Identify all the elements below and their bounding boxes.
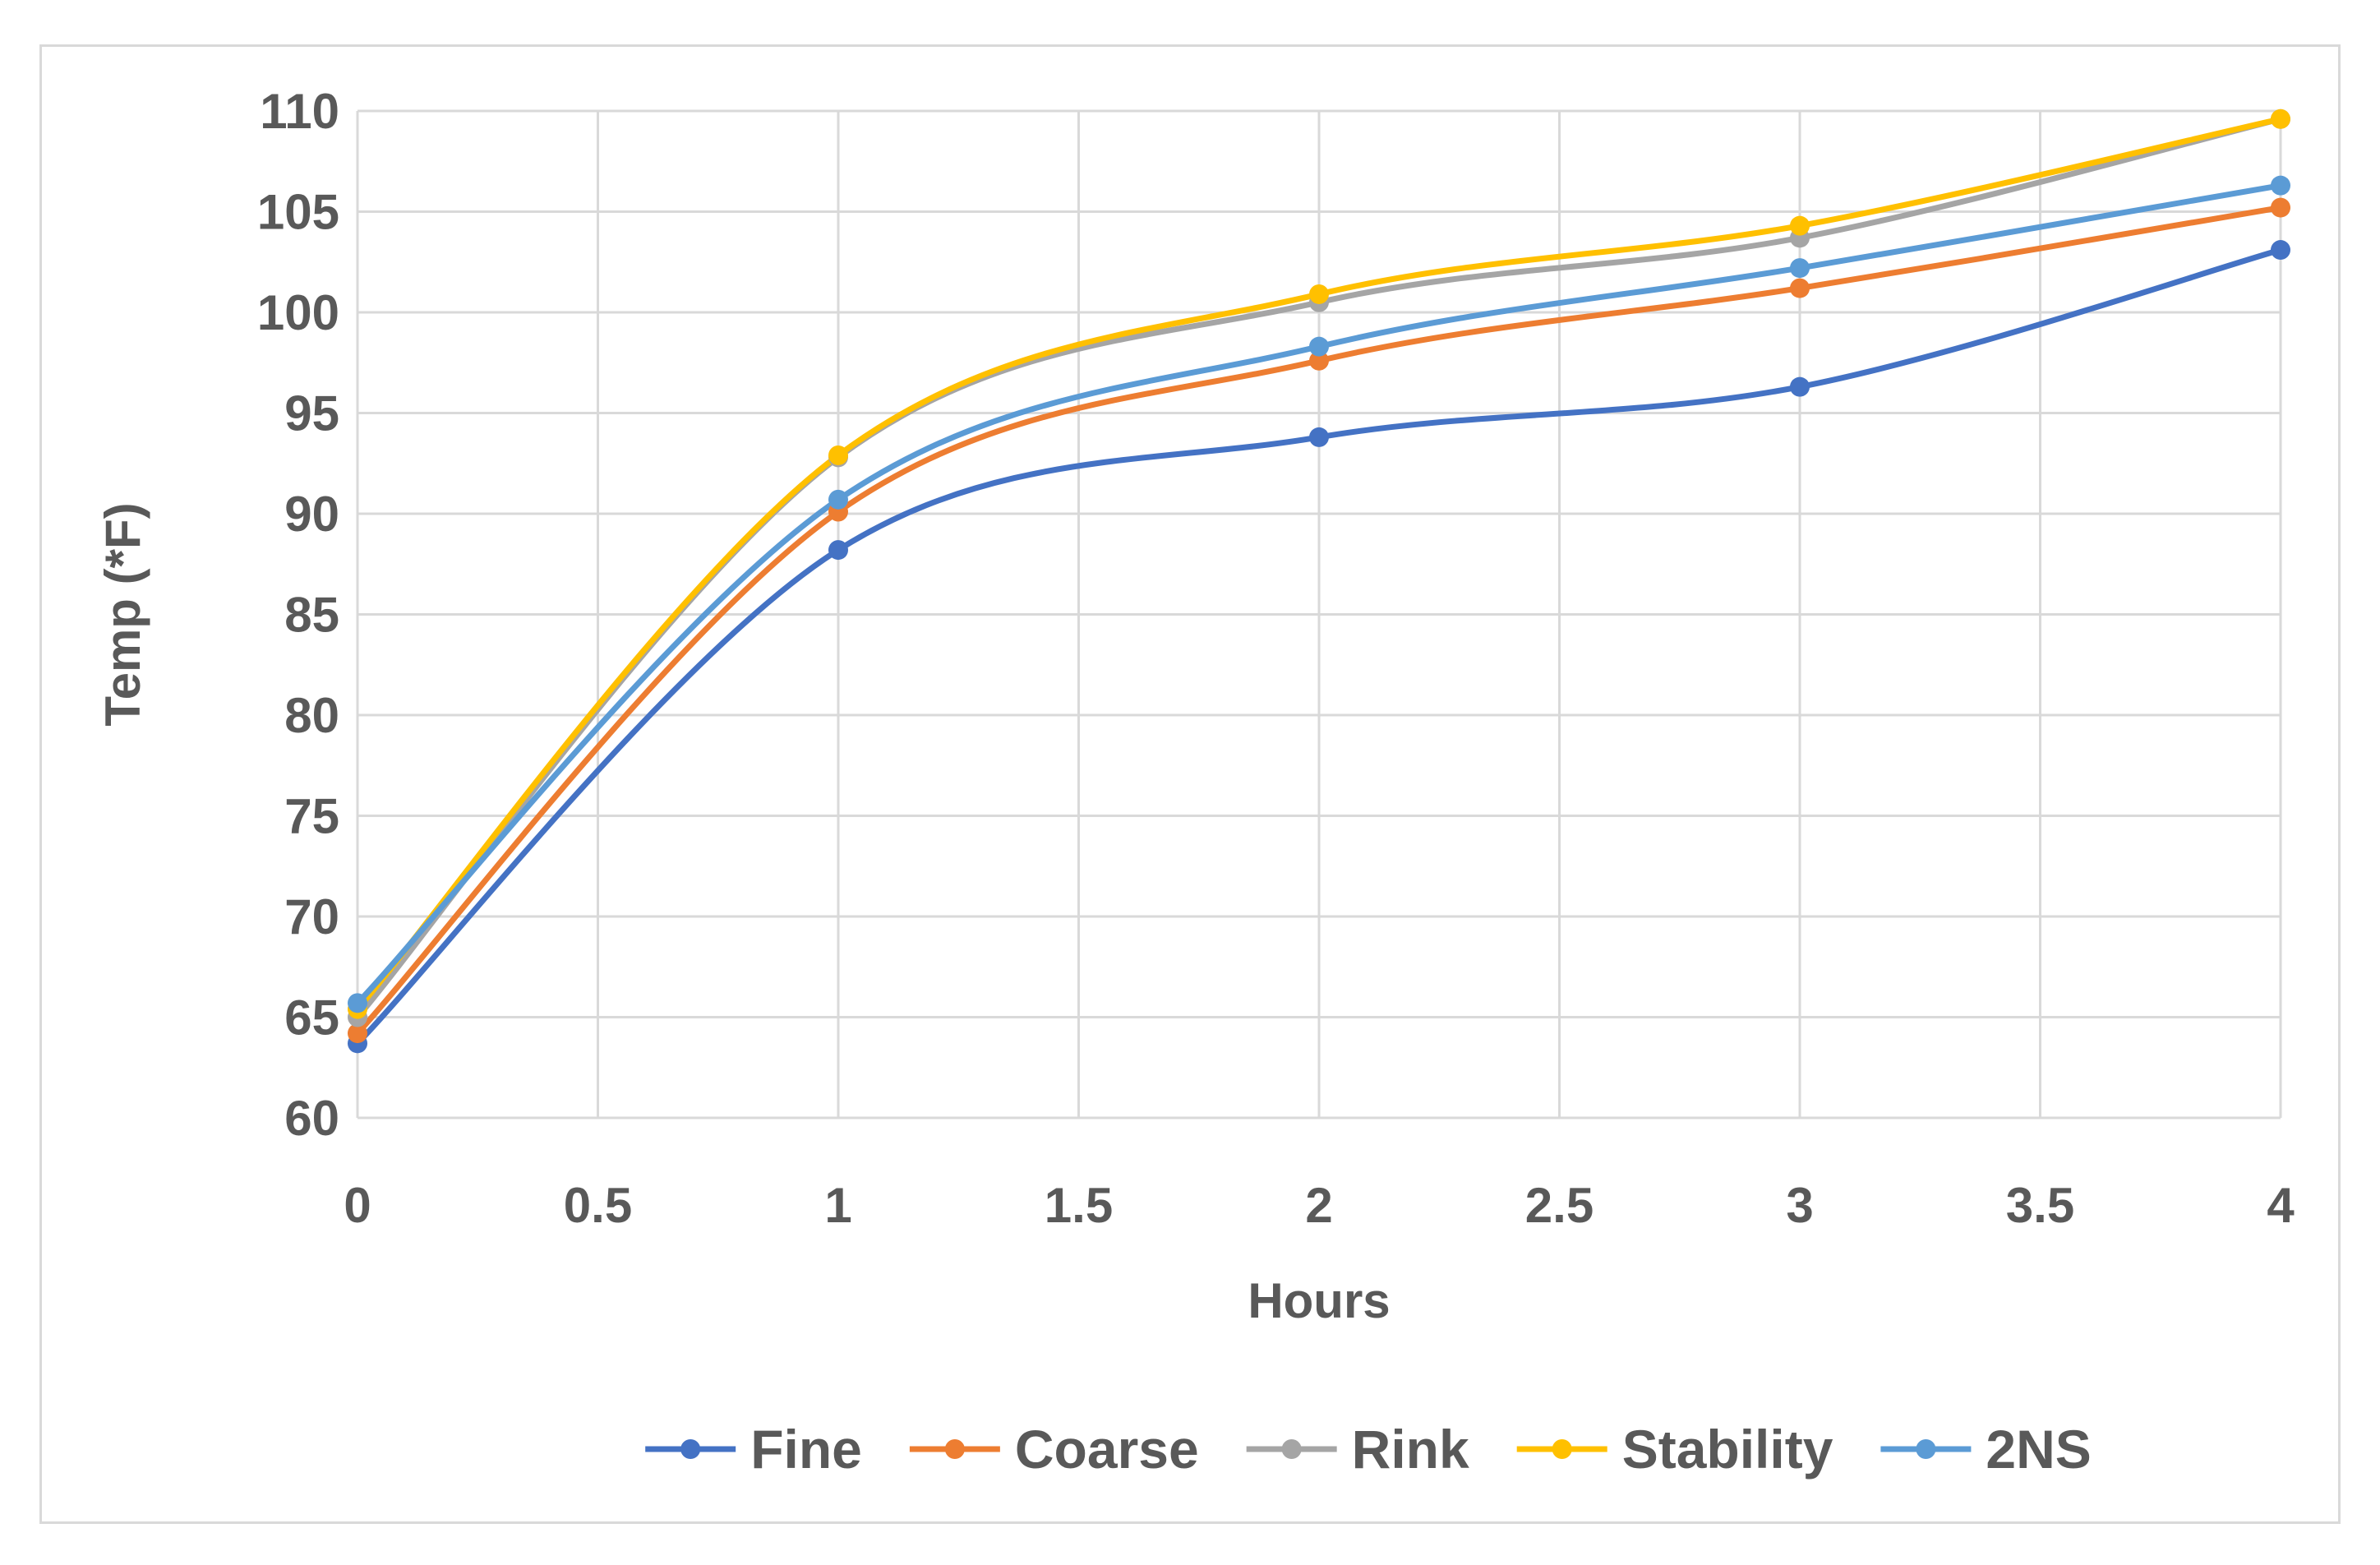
x-tick-label: 0	[344, 1178, 371, 1233]
y-tick-label: 85	[284, 588, 339, 643]
data-point-coarse	[2271, 197, 2290, 218]
legend-item-2ns: 2NS	[1880, 1419, 2092, 1480]
data-point-stability	[828, 445, 848, 465]
series-line-fine	[354, 247, 2284, 1046]
legend-label: Fine	[750, 1419, 862, 1480]
y-tick-label: 70	[284, 889, 339, 944]
data-point-stability	[2271, 108, 2290, 129]
legend-item-rink: Rink	[1246, 1419, 1469, 1480]
x-tick-label: 2.5	[1525, 1178, 1594, 1233]
data-point-2ns	[1309, 336, 1329, 357]
data-point-2ns	[1790, 258, 1810, 279]
data-point-fine	[1790, 376, 1810, 397]
data-point-2ns	[2271, 175, 2290, 196]
data-point-stability	[1790, 215, 1810, 236]
data-point-stability	[1309, 284, 1329, 304]
chart-frame	[39, 44, 2341, 1524]
series-lines	[354, 116, 2284, 1046]
data-point-coarse	[1790, 278, 1810, 298]
x-tick-label: 0.5	[564, 1178, 632, 1233]
data-point-coarse	[348, 1023, 367, 1044]
legend-label: Rink	[1352, 1419, 1469, 1480]
x-axis-title: Hours	[1248, 1273, 1390, 1328]
legend-marker-dot	[944, 1439, 965, 1459]
y-tick-label: 100	[257, 285, 339, 340]
legend-item-stability: Stability	[1516, 1419, 1833, 1480]
data-point-2ns	[828, 489, 848, 510]
series-line-2ns	[354, 182, 2284, 1006]
x-tick-label: 1.5	[1045, 1178, 1113, 1233]
legend-label: 2NS	[1986, 1419, 2091, 1480]
tick-labels: 60 65 70 75 80 85 90 95 100 105 110 0 0.5 1 1.5 2 2.5 3 3.…	[257, 84, 2295, 1233]
series-line-coarse	[354, 205, 2284, 1036]
y-tick-label: 65	[284, 990, 339, 1046]
y-tick-label: 105	[257, 185, 339, 240]
legend-item-coarse: Coarse	[909, 1419, 1199, 1480]
data-point-fine	[828, 540, 848, 561]
data-point-coarse	[1309, 350, 1329, 371]
x-tick-label: 3	[1786, 1178, 1813, 1233]
legend-marker-dot	[1916, 1439, 1936, 1459]
y-tick-label: 90	[284, 487, 339, 542]
x-tick-label: 2	[1305, 1178, 1332, 1233]
legend: Fine Coarse Rink Stability 2NS	[645, 1419, 2092, 1480]
data-point-2ns	[348, 993, 367, 1013]
legend-item-fine: Fine	[645, 1419, 862, 1480]
data-point-fine	[1309, 427, 1329, 447]
legend-label: Coarse	[1015, 1419, 1199, 1480]
grid	[356, 109, 2282, 1120]
legend-label: Stability	[1622, 1419, 1833, 1480]
series-line-stability	[354, 116, 2284, 1013]
y-tick-label: 95	[284, 386, 339, 441]
legend-marker-dot	[680, 1439, 701, 1459]
x-tick-label: 4	[2267, 1178, 2295, 1233]
y-tick-label: 80	[284, 688, 339, 743]
y-axis-title: Temp (*F)	[95, 502, 150, 726]
y-tick-label: 110	[260, 84, 339, 139]
y-tick-label: 60	[284, 1091, 339, 1146]
legend-marker-dot	[1552, 1439, 1572, 1459]
data-point-fine	[2271, 240, 2290, 261]
data-points	[348, 108, 2290, 1054]
y-tick-label: 75	[284, 789, 339, 844]
x-tick-label: 1	[824, 1178, 851, 1233]
legend-marker-dot	[1281, 1439, 1302, 1459]
x-tick-label: 3.5	[2006, 1178, 2074, 1233]
